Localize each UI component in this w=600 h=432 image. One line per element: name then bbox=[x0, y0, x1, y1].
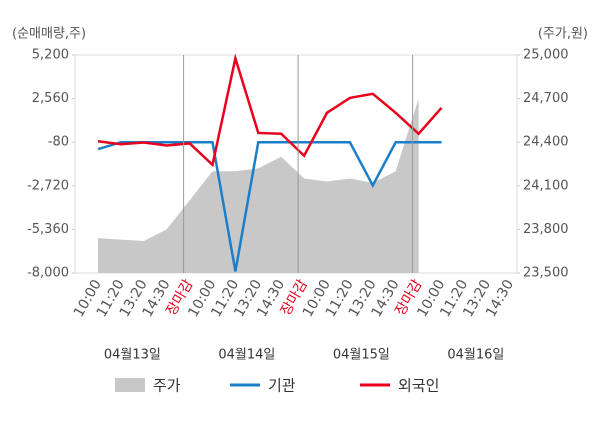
y-tick-label: 5,200 bbox=[32, 48, 69, 63]
date-label: 04월16일 bbox=[447, 348, 504, 363]
y-tick-label: -2,720 bbox=[27, 178, 69, 193]
price-area bbox=[98, 98, 419, 273]
date-label: 04월13일 bbox=[104, 348, 161, 363]
y-tick-label: -5,360 bbox=[27, 222, 69, 237]
y-tick-label: 2,560 bbox=[32, 91, 69, 106]
legend-label: 주가 bbox=[153, 377, 181, 395]
y2-tick-label: 24,100 bbox=[523, 178, 569, 193]
y2-tick-label: 23,800 bbox=[523, 222, 569, 237]
y2-axis-title: (주가,원) bbox=[538, 27, 588, 42]
series-line bbox=[97, 140, 442, 272]
legend-label: 기관 bbox=[268, 377, 296, 395]
y-tick-label: -8,000 bbox=[27, 266, 69, 281]
legend-label: 외국인 bbox=[398, 377, 439, 395]
legend-swatch bbox=[115, 378, 145, 392]
date-label: 04월15일 bbox=[333, 348, 390, 363]
y2-tick-label: 25,000 bbox=[523, 48, 569, 63]
y-axis-title: (순매매량,주) bbox=[12, 27, 86, 42]
y-tick-label: -80 bbox=[48, 135, 69, 150]
y2-tick-label: 24,700 bbox=[523, 91, 569, 106]
series-line bbox=[97, 53, 443, 168]
y2-tick-label: 23,500 bbox=[523, 266, 569, 281]
y2-tick-label: 24,400 bbox=[523, 135, 569, 150]
date-label: 04월14일 bbox=[218, 348, 275, 363]
